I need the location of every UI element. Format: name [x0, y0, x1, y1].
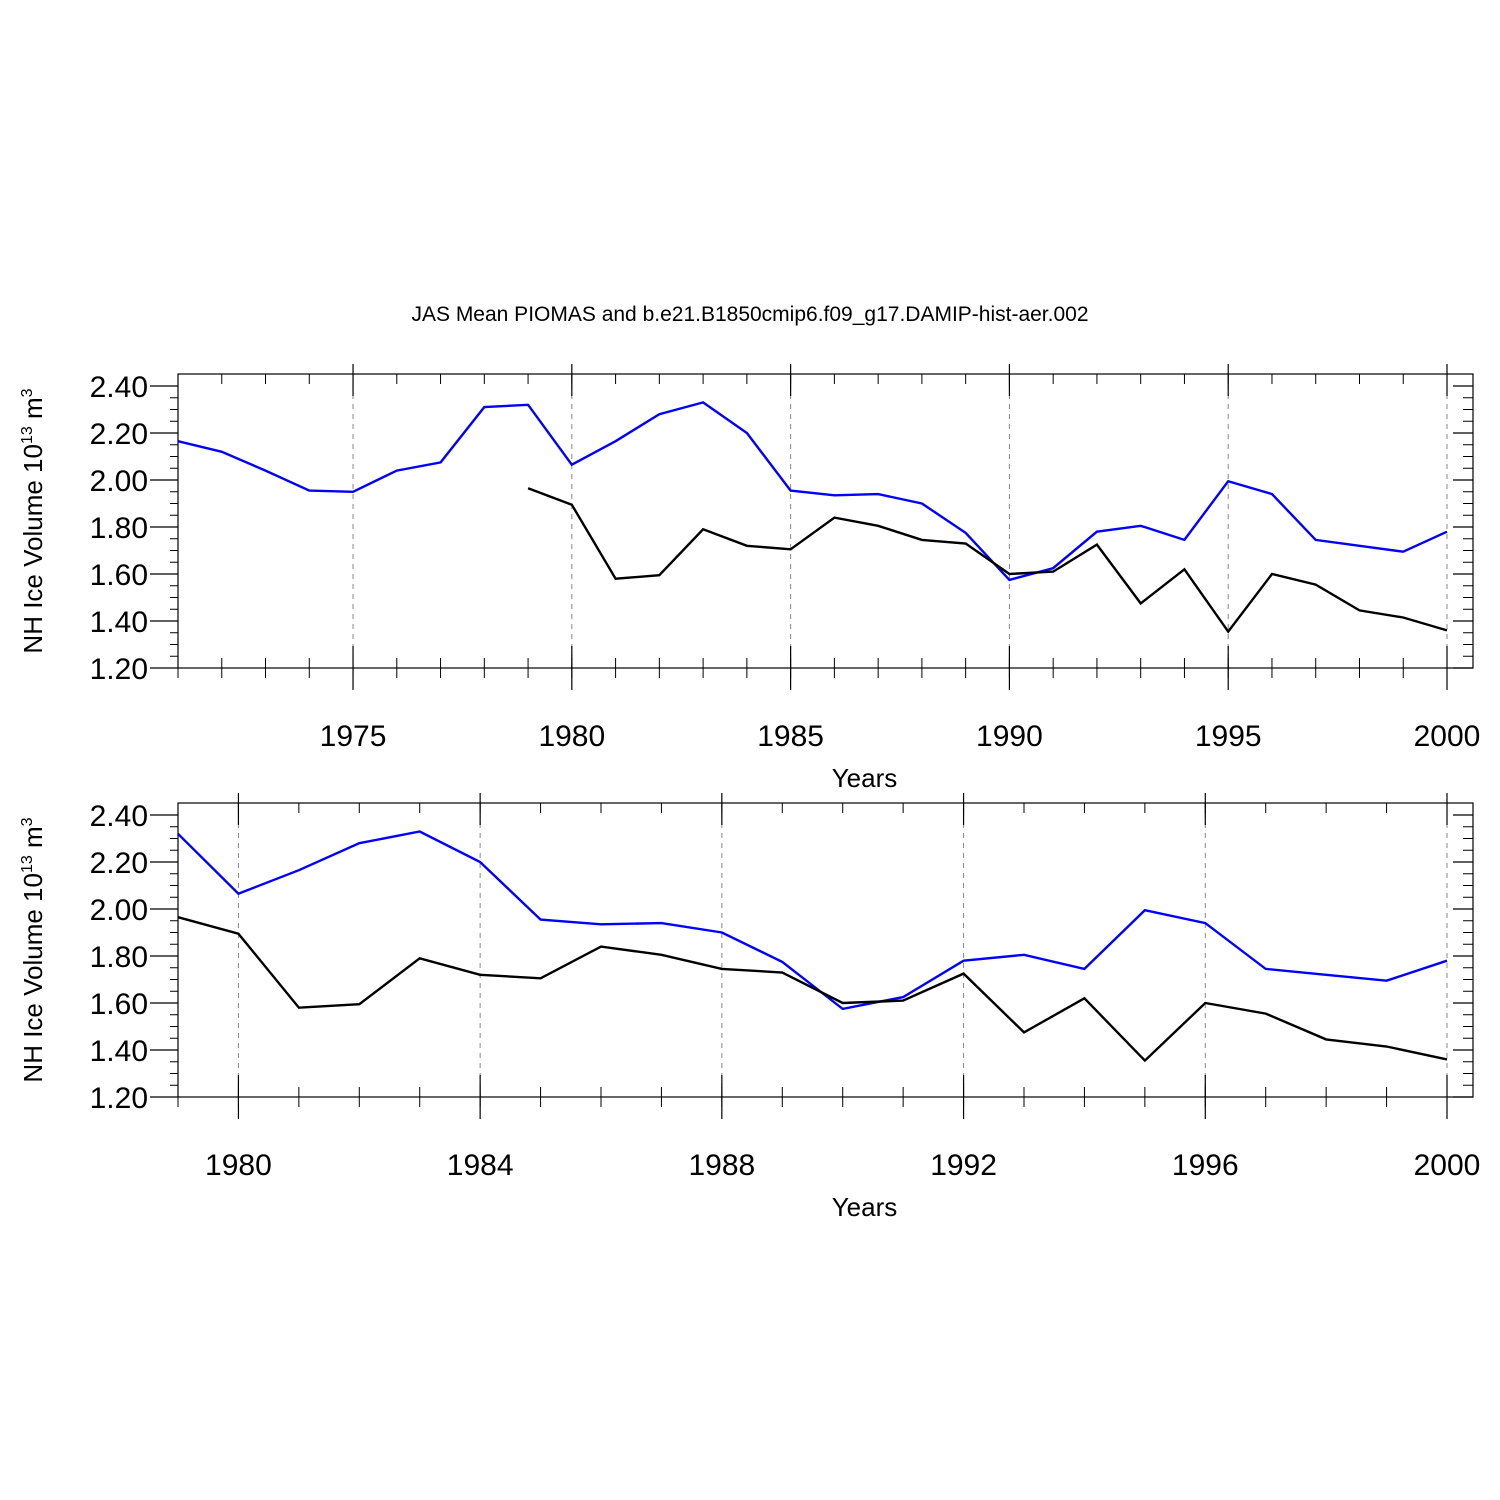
- y-tick-label: 2.20: [90, 418, 148, 451]
- y-tick-label: 1.80: [90, 941, 148, 974]
- x-tick-label: 2000: [1414, 1149, 1481, 1182]
- y-tick-label: 2.40: [90, 800, 148, 833]
- x-tick-label: 1975: [320, 720, 387, 753]
- y-tick-label: 1.20: [90, 653, 148, 686]
- chart-panel-2: 1980 1984 1988 1992 1996 2000 1.20 1.40 1.60 1.80…: [18, 793, 1480, 1222]
- y-tick-label: 2.40: [90, 371, 148, 404]
- y-tick-label: 2.20: [90, 847, 148, 880]
- x-axis-label: Years: [832, 1192, 898, 1222]
- y-tick-label: 1.60: [90, 988, 148, 1021]
- plot-frame: [177, 802, 1474, 1098]
- series-line-model: [177, 830, 1448, 1011]
- y-axis-label-part: NH Ice Volume 10: [18, 444, 48, 654]
- y-tick-label: 1.40: [90, 606, 148, 639]
- series-line-piomas: [177, 916, 1448, 1063]
- y-axis-label-part: 3: [19, 388, 36, 397]
- y-axis-label-part: m: [18, 826, 48, 855]
- x-tick-label: 1988: [688, 1149, 755, 1182]
- x-tick-label: 1996: [1172, 1149, 1239, 1182]
- y-axis-label-part: m: [18, 397, 48, 426]
- x-tick-label: 1984: [447, 1149, 514, 1182]
- x-tick-label: 1985: [757, 720, 824, 753]
- y-axis-label-part: NH Ice Volume 10: [18, 873, 48, 1083]
- x-tick-label: 1980: [538, 720, 605, 753]
- y-tick-label: 2.00: [90, 894, 148, 927]
- y-axis-label-part: 13: [19, 426, 36, 444]
- y-tick-label: 1.60: [90, 559, 148, 592]
- y-tick-label: 1.80: [90, 512, 148, 545]
- x-axis-label: Years: [832, 763, 898, 793]
- series-line-piomas: [527, 487, 1448, 634]
- chart-panel-1: JAS Mean PIOMAS and b.e21.B1850cmip6.f09…: [18, 303, 1480, 793]
- chart-title: JAS Mean PIOMAS and b.e21.B1850cmip6.f09…: [411, 303, 1088, 326]
- x-tick-label: 1995: [1195, 720, 1262, 753]
- y-axis-label: NH Ice Volume 1013 m3: [18, 817, 48, 1082]
- plot-frame: [177, 373, 1474, 669]
- y-axis-label-part: 13: [19, 855, 36, 873]
- y-tick-label: 2.00: [90, 465, 148, 498]
- x-tick-label: 1990: [976, 720, 1043, 753]
- x-tick-label: 2000: [1414, 720, 1481, 753]
- y-tick-label: 1.20: [90, 1082, 148, 1115]
- y-axis-label: NH Ice Volume 1013 m3: [18, 388, 48, 653]
- y-axis-label-part: 3: [19, 817, 36, 826]
- y-tick-label: 1.40: [90, 1035, 148, 1068]
- x-tick-label: 1992: [930, 1149, 997, 1182]
- x-tick-label: 1980: [205, 1149, 272, 1182]
- series-line-model: [177, 401, 1448, 582]
